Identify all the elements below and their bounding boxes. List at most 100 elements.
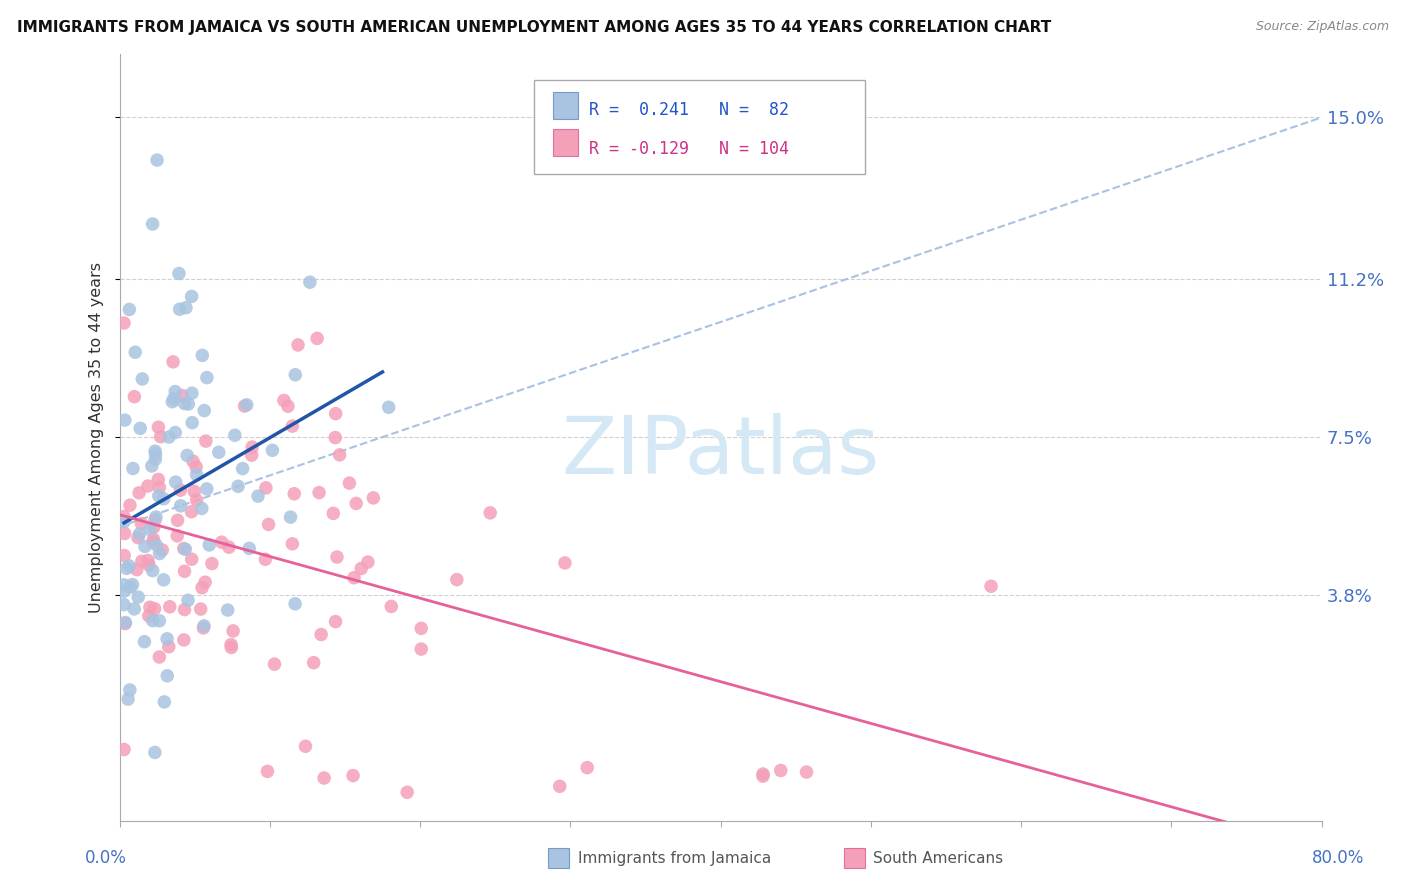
Point bbox=[149, 547, 172, 561]
Point bbox=[136, 553, 159, 567]
Point bbox=[174, 542, 197, 557]
Point bbox=[240, 440, 263, 454]
Point bbox=[325, 407, 347, 421]
Point bbox=[446, 573, 468, 587]
Point bbox=[143, 513, 166, 527]
Text: South Americans: South Americans bbox=[873, 851, 1004, 865]
Point bbox=[143, 746, 166, 760]
Point bbox=[180, 552, 202, 566]
Point bbox=[262, 443, 284, 458]
Point bbox=[152, 491, 174, 506]
Point bbox=[142, 520, 165, 534]
Point bbox=[118, 558, 141, 573]
Point bbox=[236, 398, 259, 412]
Point bbox=[344, 496, 367, 510]
Text: Immigrants from Jamaica: Immigrants from Jamaica bbox=[578, 851, 770, 865]
Point bbox=[294, 739, 316, 754]
Point bbox=[118, 302, 141, 317]
Point bbox=[548, 780, 571, 794]
Point bbox=[162, 394, 184, 409]
Point bbox=[194, 575, 217, 590]
Point bbox=[193, 621, 215, 635]
Point bbox=[283, 487, 305, 501]
Point bbox=[124, 390, 146, 404]
Point bbox=[114, 615, 136, 630]
Point bbox=[145, 452, 167, 467]
Point bbox=[256, 764, 278, 779]
Point bbox=[194, 434, 217, 448]
Point bbox=[142, 564, 165, 578]
Point bbox=[277, 399, 299, 413]
Point bbox=[177, 593, 200, 607]
Point bbox=[232, 461, 254, 475]
Point bbox=[191, 348, 214, 362]
Point bbox=[117, 692, 139, 706]
Point bbox=[142, 532, 165, 546]
Point bbox=[127, 531, 149, 545]
Point bbox=[219, 638, 242, 652]
Point bbox=[165, 425, 187, 440]
Point bbox=[148, 480, 170, 494]
Point bbox=[201, 557, 224, 571]
Point bbox=[112, 584, 135, 599]
Point bbox=[118, 498, 141, 512]
Point bbox=[302, 656, 325, 670]
Point bbox=[254, 481, 277, 495]
Point bbox=[217, 603, 239, 617]
Point bbox=[131, 554, 153, 568]
Point bbox=[165, 384, 187, 399]
Point bbox=[169, 302, 191, 317]
Point bbox=[141, 458, 163, 473]
Point bbox=[173, 632, 195, 647]
Point bbox=[162, 392, 184, 406]
Point bbox=[240, 448, 263, 462]
Point bbox=[174, 301, 197, 315]
Point bbox=[224, 428, 246, 442]
Point bbox=[169, 483, 191, 498]
Point bbox=[218, 540, 240, 554]
Point bbox=[159, 599, 181, 614]
Point bbox=[191, 501, 214, 516]
Point bbox=[128, 486, 150, 500]
Point bbox=[127, 590, 149, 604]
Point bbox=[796, 765, 818, 780]
Point bbox=[148, 472, 170, 486]
Point bbox=[411, 642, 433, 657]
Point bbox=[326, 549, 349, 564]
Point bbox=[170, 499, 193, 513]
Point bbox=[190, 602, 212, 616]
Point bbox=[156, 669, 179, 683]
Point bbox=[238, 541, 260, 556]
Point bbox=[139, 522, 162, 536]
Point bbox=[120, 580, 142, 594]
Point bbox=[339, 476, 361, 491]
Point bbox=[191, 581, 214, 595]
Point bbox=[193, 619, 215, 633]
Point bbox=[181, 416, 204, 430]
Point bbox=[411, 621, 433, 635]
Y-axis label: Unemployment Among Ages 35 to 44 years: Unemployment Among Ages 35 to 44 years bbox=[89, 261, 104, 613]
Point bbox=[148, 650, 170, 665]
Point bbox=[112, 316, 135, 330]
Point bbox=[257, 517, 280, 532]
Point bbox=[136, 479, 159, 493]
Point bbox=[148, 489, 170, 503]
Text: R = -0.129   N = 104: R = -0.129 N = 104 bbox=[589, 140, 789, 158]
Point bbox=[177, 397, 200, 411]
Point bbox=[173, 541, 195, 556]
Point bbox=[166, 529, 188, 543]
Point bbox=[357, 555, 380, 569]
Point bbox=[145, 510, 167, 524]
Text: IMMIGRANTS FROM JAMAICA VS SOUTH AMERICAN UNEMPLOYMENT AMONG AGES 35 TO 44 YEARS: IMMIGRANTS FROM JAMAICA VS SOUTH AMERICA… bbox=[17, 20, 1052, 35]
Point bbox=[307, 331, 329, 345]
Point bbox=[139, 600, 162, 615]
Point bbox=[322, 507, 344, 521]
Point bbox=[145, 447, 167, 461]
Text: Source: ZipAtlas.com: Source: ZipAtlas.com bbox=[1256, 20, 1389, 33]
Point bbox=[128, 527, 150, 541]
Point bbox=[114, 616, 136, 631]
Point bbox=[134, 634, 156, 648]
Point bbox=[284, 368, 307, 382]
Point bbox=[148, 420, 170, 434]
Point bbox=[193, 403, 215, 417]
